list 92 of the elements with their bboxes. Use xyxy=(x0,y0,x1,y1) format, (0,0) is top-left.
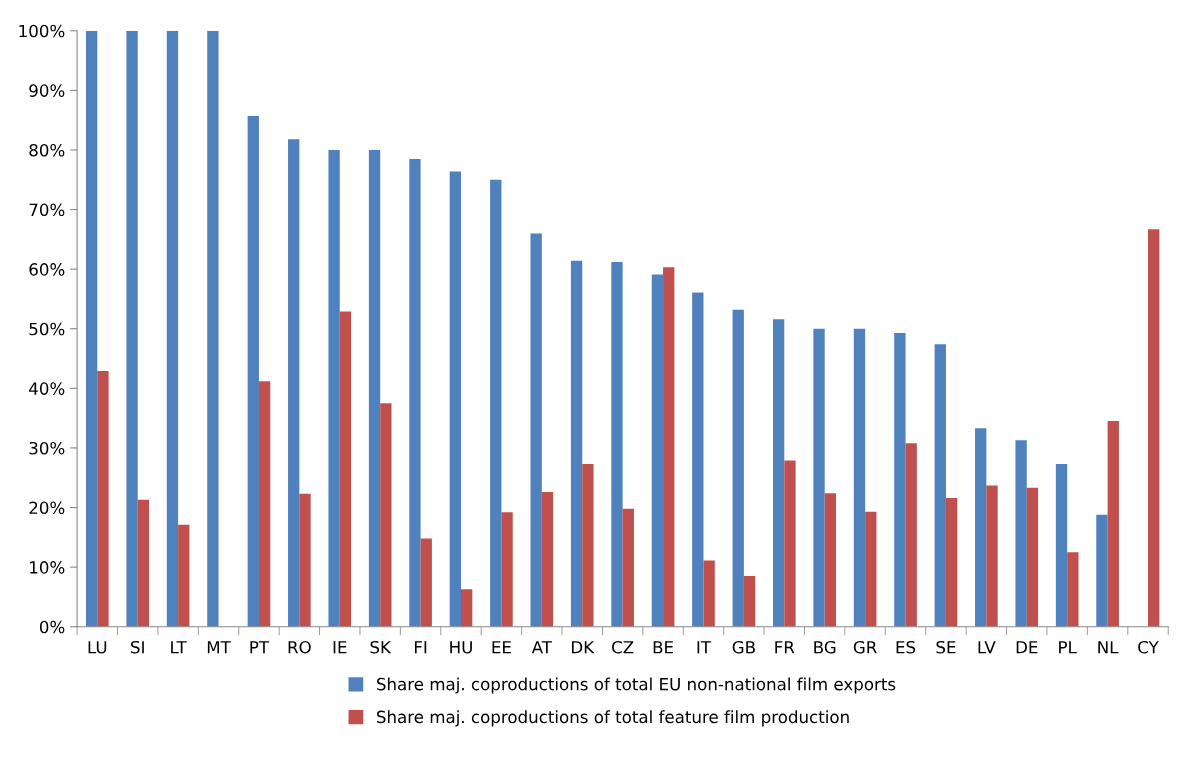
y-tick-label: 60% xyxy=(29,263,65,276)
bar xyxy=(328,149,340,627)
x-tick-label: PT xyxy=(250,641,270,654)
x-tick-label: FR xyxy=(775,641,795,654)
bar xyxy=(945,498,958,627)
x-tick-label: BE xyxy=(653,641,673,654)
bar xyxy=(461,589,473,627)
bar xyxy=(501,512,513,627)
bar xyxy=(611,262,623,627)
x-tick-label: FI xyxy=(414,641,427,654)
x-tick-label: LT xyxy=(171,641,187,654)
y-tick-label: 10% xyxy=(30,561,65,574)
bar xyxy=(490,179,502,627)
y-tick-label: 90% xyxy=(29,84,65,97)
x-tick-label: BG xyxy=(814,640,836,654)
y-tick-label: 100% xyxy=(19,24,65,38)
bar xyxy=(1015,440,1027,627)
bar xyxy=(137,499,150,627)
bar xyxy=(126,30,138,627)
bar xyxy=(339,311,352,627)
bar xyxy=(97,371,109,627)
bar xyxy=(905,443,917,627)
bar xyxy=(166,30,179,627)
x-tick-label: DE xyxy=(1016,641,1038,654)
bar xyxy=(732,309,744,627)
bar xyxy=(622,508,634,627)
x-tick-label: IT xyxy=(697,641,712,654)
x-tick-label: GR xyxy=(853,640,877,654)
x-tick-label: IE xyxy=(333,641,347,654)
bar xyxy=(853,328,866,627)
bar xyxy=(247,115,259,627)
bar xyxy=(178,524,190,627)
x-tick-label: MT xyxy=(207,641,231,654)
bar xyxy=(986,485,998,627)
bar xyxy=(934,344,946,627)
x-tick-label: DK xyxy=(571,641,595,654)
bar xyxy=(258,381,271,627)
y-tick-label: 70% xyxy=(29,203,65,217)
x-tick-label: HU xyxy=(450,641,472,654)
bar xyxy=(651,274,664,627)
bar xyxy=(85,30,98,627)
bar xyxy=(743,576,756,627)
x-tick-label: NL xyxy=(1098,641,1119,654)
bar xyxy=(663,267,675,627)
x-tick-label: EE xyxy=(492,641,511,654)
x-tick-label: CY xyxy=(1138,640,1159,654)
y-tick-label: 50% xyxy=(29,322,65,336)
bar xyxy=(409,158,421,627)
x-tick-label: GB xyxy=(732,640,755,654)
bar xyxy=(692,292,704,627)
bar xyxy=(975,428,987,627)
y-tick-label: 20% xyxy=(29,501,65,515)
bar xyxy=(288,139,300,627)
bar xyxy=(582,464,594,627)
bar xyxy=(380,403,392,627)
bar xyxy=(530,233,542,627)
bar xyxy=(1026,487,1039,627)
x-tick-label: SI xyxy=(131,640,144,654)
bar xyxy=(570,260,583,627)
bar xyxy=(207,30,219,627)
x-tick-label: CZ xyxy=(612,640,634,654)
bar xyxy=(865,511,877,627)
bar xyxy=(541,492,554,627)
y-tick-label: 0% xyxy=(39,620,65,634)
bar xyxy=(784,460,796,627)
bar xyxy=(368,149,381,627)
x-tick-label: RO xyxy=(288,640,311,654)
y-tick-label: 30% xyxy=(29,441,65,455)
bar xyxy=(1148,229,1160,627)
x-tick-label: SE xyxy=(936,640,956,654)
x-tick-label: ES xyxy=(896,640,916,654)
y-tick-label: 40% xyxy=(29,382,65,395)
legend-label: Share maj. coproductions of total feature film production xyxy=(376,710,849,727)
bar xyxy=(1067,552,1079,627)
x-tick-label: LV xyxy=(978,641,996,654)
bar xyxy=(1107,421,1119,627)
legend-label: Share maj. coproductions of total EU non-national film exports xyxy=(376,677,896,694)
bar xyxy=(894,332,906,627)
bar xyxy=(703,560,715,627)
x-tick-label: SK xyxy=(370,640,392,654)
x-tick-label: PL xyxy=(1059,641,1077,654)
bar xyxy=(813,328,825,627)
bar xyxy=(824,493,837,627)
x-tick-label: LU xyxy=(88,641,107,654)
bar xyxy=(449,171,461,627)
bar xyxy=(1055,464,1068,627)
bar xyxy=(420,538,432,627)
y-tick-label: 80% xyxy=(29,143,65,157)
bar xyxy=(772,319,785,627)
x-tick-label: AT xyxy=(531,641,553,654)
bar xyxy=(1096,514,1108,627)
bar xyxy=(299,493,311,627)
